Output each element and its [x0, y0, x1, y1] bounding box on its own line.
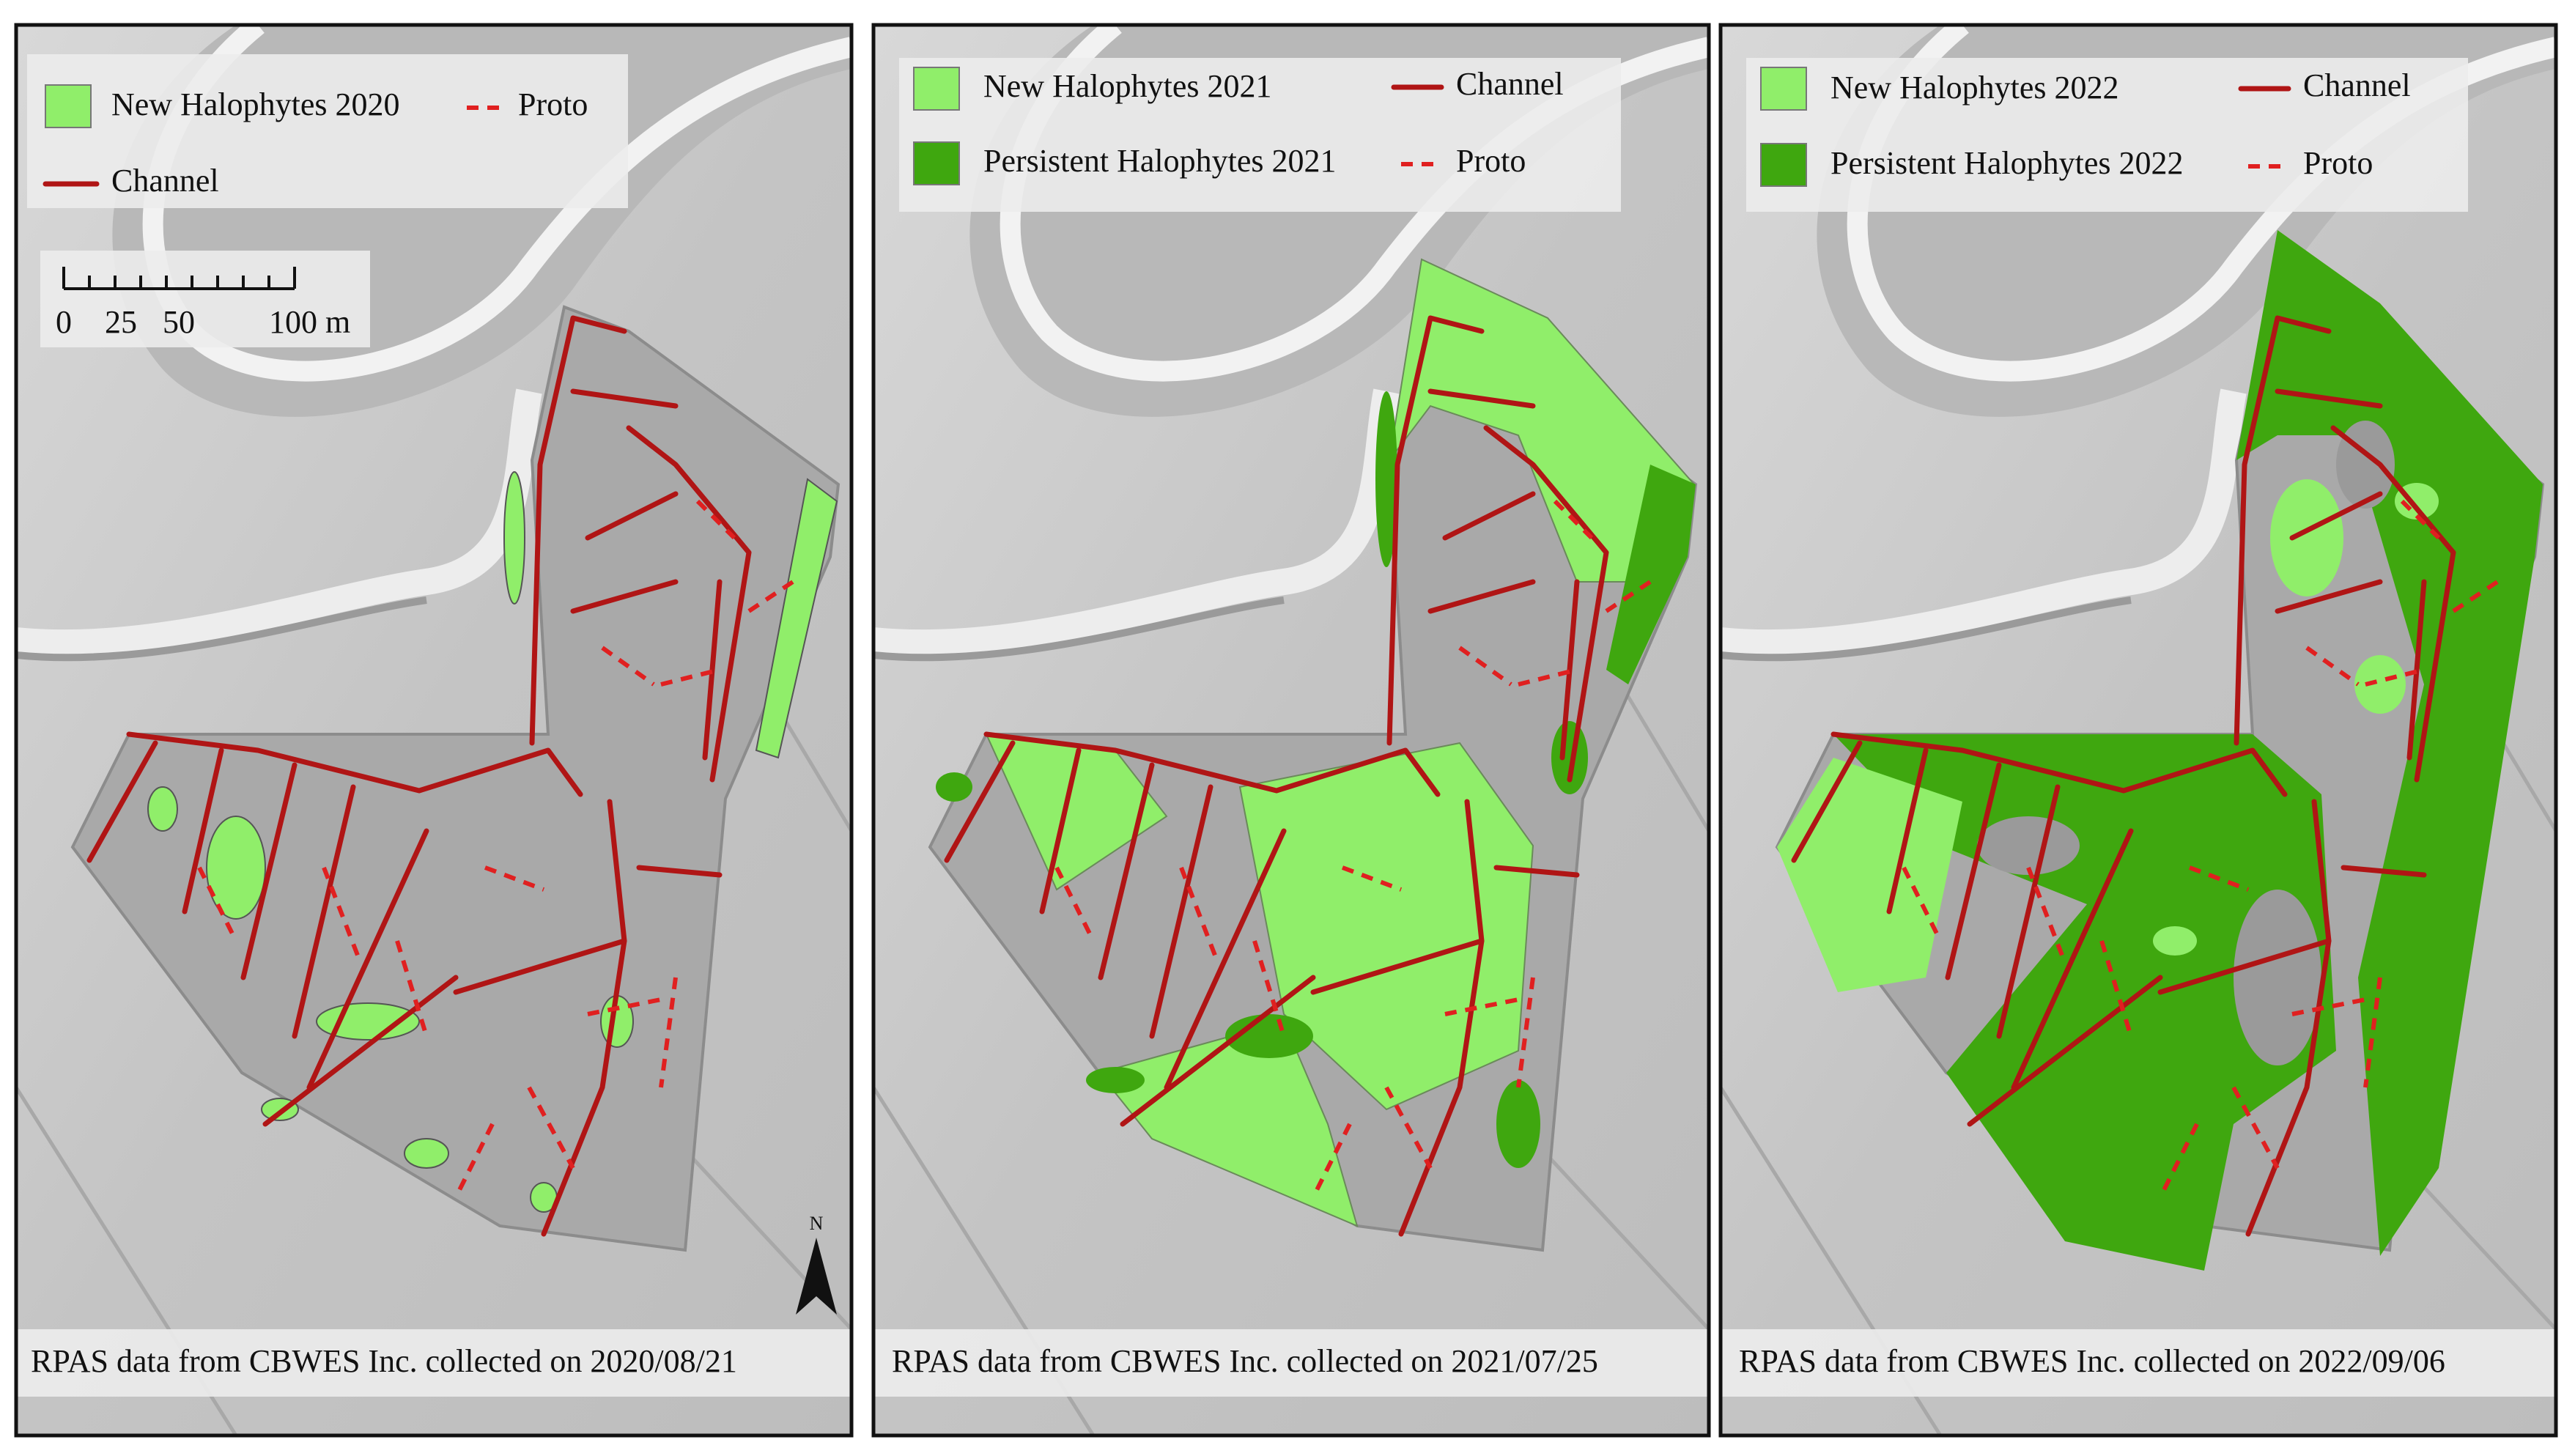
scale-label: 100 m — [269, 304, 350, 340]
caption-box — [873, 1329, 1709, 1397]
panel-frame — [14, 23, 854, 1438]
legend-box — [27, 54, 628, 208]
caption: RPAS data from CBWES Inc. collected on 2… — [892, 1343, 1598, 1379]
legend-label: Persistent Halophytes 2022 — [1830, 145, 2184, 181]
legend-label: Persistent Halophytes 2021 — [983, 143, 1337, 179]
panel-frame — [1718, 23, 2558, 1438]
caption: RPAS data from CBWES Inc. collected on 2… — [1739, 1343, 2445, 1379]
scale-label: 50 — [163, 304, 195, 340]
panel-frame — [871, 23, 1711, 1438]
legend-box — [1746, 58, 2468, 212]
map-panel: New Halophytes 2022 Channel Persistent H… — [1718, 23, 2558, 1438]
scale-label: 25 — [105, 304, 137, 340]
scale-bar-box — [40, 251, 370, 347]
scale-label: 0 — [56, 304, 72, 340]
north-arrow — [796, 1238, 837, 1315]
legend-label: Proto — [1456, 143, 1526, 179]
caption: RPAS data from CBWES Inc. collected on 2… — [31, 1343, 737, 1379]
persistent-halophytes — [1833, 230, 2543, 1271]
caption-box — [16, 1329, 851, 1397]
persistent-halophytes — [936, 391, 1696, 1168]
new-halophytes — [1777, 479, 2439, 992]
legend-label: Channel — [1456, 66, 1564, 102]
map-panel: New Halophytes 2020 Proto Channel 0 25 5… — [14, 23, 854, 1438]
new-halophytes — [985, 258, 1696, 1227]
map-panel: New Halophytes 2021 Channel Persistent H… — [871, 23, 1711, 1438]
legend-swatch — [913, 67, 960, 111]
scale-bar — [62, 267, 296, 290]
legend-label: Channel — [111, 163, 219, 199]
legend-label: Proto — [2303, 145, 2373, 181]
legend-swatch — [1760, 143, 1807, 187]
legend-swatch — [913, 141, 960, 185]
north-label: N — [810, 1213, 824, 1234]
legend-label: New Halophytes 2020 — [111, 86, 400, 122]
legend-box — [899, 58, 1621, 212]
legend-label: New Halophytes 2022 — [1830, 70, 2119, 106]
legend-swatch — [1760, 67, 1807, 111]
legend-label: Proto — [518, 86, 588, 122]
caption-box — [1721, 1329, 2556, 1397]
legend-label: Channel — [2303, 67, 2411, 103]
legend-label: New Halophytes 2021 — [983, 68, 1272, 104]
legend-swatch — [45, 84, 92, 128]
